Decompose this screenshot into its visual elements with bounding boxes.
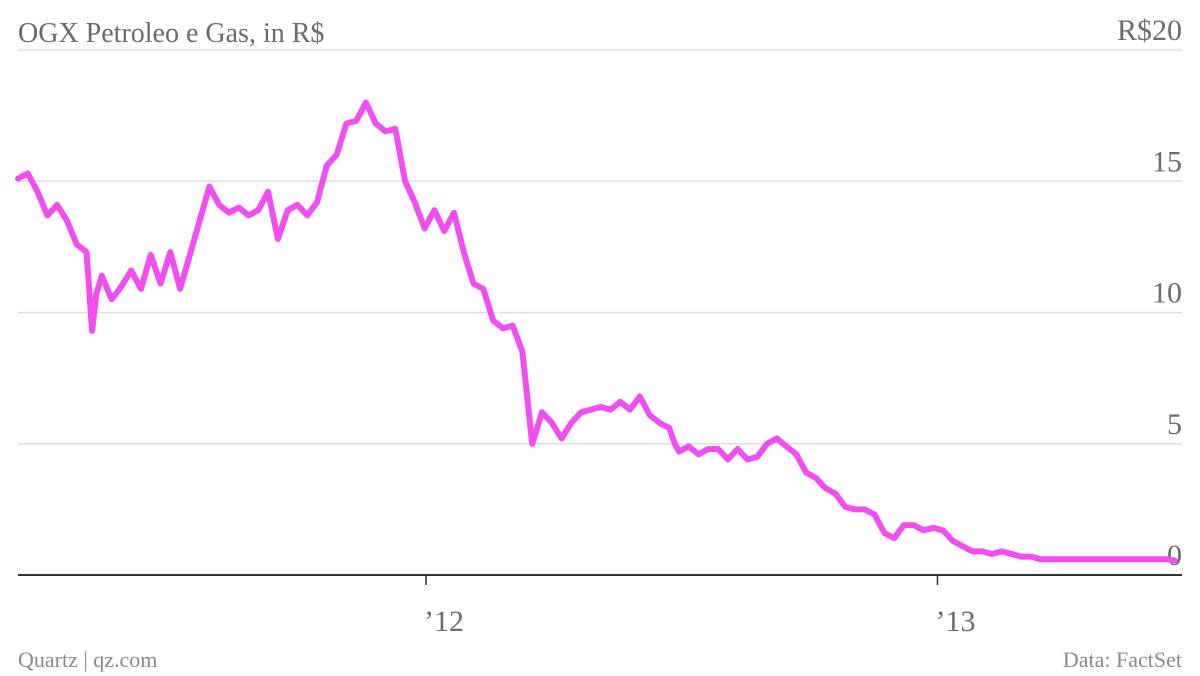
gridlines <box>18 49 1182 445</box>
y-tick-label: 0 <box>1167 539 1182 572</box>
y-tick-label: 5 <box>1167 408 1182 441</box>
y-tick-label: R$20 <box>1117 14 1182 47</box>
y-tick-label: 15 <box>1152 145 1182 178</box>
footer-source-right: Data: FactSet <box>1063 647 1182 672</box>
series-line-ogx-price <box>15 99 1178 564</box>
y-tick-label: 10 <box>1152 277 1182 310</box>
y-axis-tick-labels: R$20 15 10 5 0 <box>1117 14 1182 572</box>
x-tick-label: ’12 <box>424 605 464 638</box>
footer-source-left: Quartz | qz.com <box>18 647 157 672</box>
x-axis: ’12 ’13 <box>424 575 975 638</box>
x-tick-label: ’13 <box>935 605 975 638</box>
chart-title: OGX Petroleo e Gas, in R$ <box>18 18 324 49</box>
